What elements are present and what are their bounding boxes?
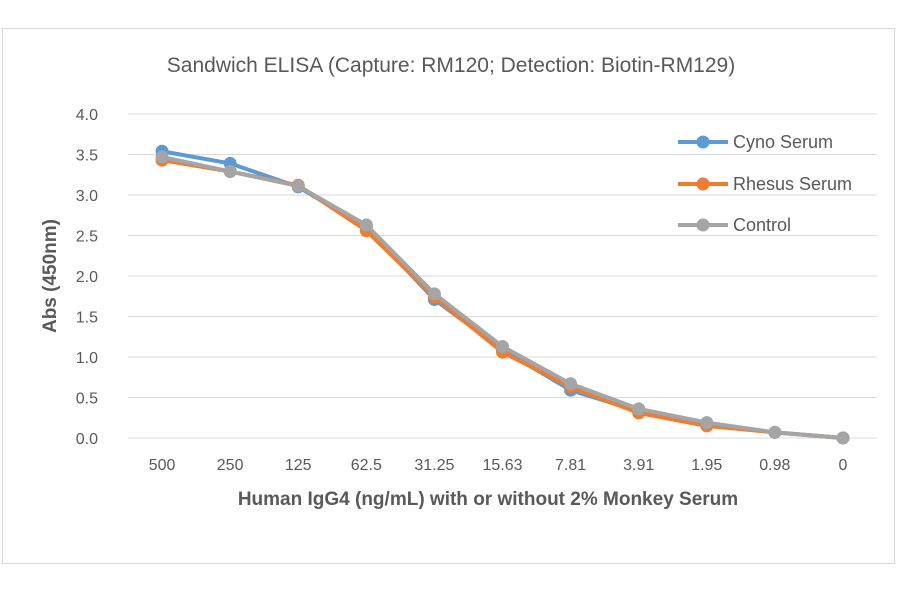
x-tick-label: 125: [285, 457, 312, 474]
legend: Cyno Serum Rhesus Serum Control: [678, 132, 852, 235]
y-tick-label: 1.0: [76, 350, 98, 367]
x-tick-label: 1.95: [691, 457, 722, 474]
x-tick-labels: 500 250 125 62.5 31.25 15.63 7.81 3.91 1.95 0.98 0: [149, 457, 848, 474]
legend-entry: Cyno Serum: [678, 132, 833, 152]
x-tick-label: 62.5: [351, 457, 382, 474]
y-tick-label: 3.0: [76, 188, 98, 205]
data-point: [291, 179, 305, 193]
y-tick-labels: 0.0 0.5 1.0 1.5 2.0 2.5 3.0 3.5 4.0: [76, 107, 98, 448]
x-tick-label: 0.98: [759, 457, 790, 474]
legend-label: Rhesus Serum: [733, 174, 852, 194]
x-axis-title: Human IgG4 (ng/mL) with or without 2% Mo…: [238, 489, 738, 510]
y-tick-label: 2.0: [76, 269, 98, 286]
y-tick-label: 2.5: [76, 229, 98, 246]
legend-label: Control: [733, 215, 791, 235]
data-point: [496, 339, 509, 353]
x-tick-label: 500: [149, 457, 176, 474]
legend-entry: Control: [678, 215, 791, 235]
data-point: [836, 431, 850, 445]
series-control: [155, 150, 850, 445]
data-point: [223, 165, 237, 179]
data-point: [700, 416, 714, 430]
series-line: [161, 158, 844, 440]
gridlines: [128, 113, 877, 439]
series-line: [161, 149, 844, 440]
x-tick-label: 250: [217, 457, 244, 474]
data-point: [155, 150, 169, 164]
series-rhesus-serum: [155, 153, 850, 445]
x-tick-label: 31.25: [414, 457, 454, 474]
y-tick-label: 1.5: [76, 310, 98, 327]
legend-label: Cyno Serum: [733, 132, 833, 152]
data-point: [768, 425, 782, 439]
series-line: [161, 154, 844, 440]
y-tick-label: 3.5: [76, 148, 98, 165]
legend-marker: [696, 135, 710, 149]
x-tick-label: 3.91: [623, 457, 654, 474]
legend-entry: Rhesus Serum: [678, 174, 852, 194]
data-point: [427, 287, 441, 301]
y-tick-label: 0.5: [76, 391, 98, 408]
y-tick-label: 4.0: [76, 107, 98, 124]
y-axis-title: Abs (450nm): [40, 219, 61, 333]
chart-title: Sandwich ELISA (Capture: RM120; Detectio…: [167, 54, 735, 77]
legend-marker: [696, 177, 710, 191]
x-tick-label: 15.63: [482, 457, 522, 474]
data-point: [359, 218, 373, 232]
legend-marker: [696, 218, 710, 232]
x-tick-label: 0: [839, 457, 848, 474]
chart-frame: [2, 28, 895, 564]
data-point: [632, 402, 646, 416]
data-point: [564, 377, 578, 391]
y-tick-label: 0.0: [76, 431, 98, 448]
x-tick-label: 7.81: [555, 457, 586, 474]
plot-area: [155, 144, 850, 445]
